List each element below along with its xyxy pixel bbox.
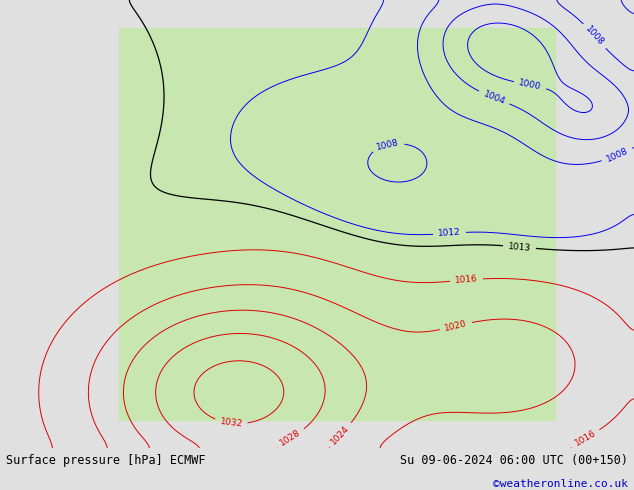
Text: Su 09-06-2024 06:00 UTC (00+150): Su 09-06-2024 06:00 UTC (00+150) [399,454,628,467]
Text: 1016: 1016 [455,274,478,285]
Text: 1024: 1024 [329,423,351,446]
Text: ©weatheronline.co.uk: ©weatheronline.co.uk [493,479,628,489]
Text: 1032: 1032 [219,417,243,429]
Text: 1028: 1028 [278,428,302,448]
Text: 1004: 1004 [482,89,507,106]
Text: 1020: 1020 [444,319,468,333]
Text: Surface pressure [hPa] ECMWF: Surface pressure [hPa] ECMWF [6,454,206,467]
Text: 1008: 1008 [605,146,630,164]
Text: 1000: 1000 [518,78,542,92]
Text: 1008: 1008 [376,138,400,152]
Text: 1016: 1016 [573,429,597,448]
Text: 1012: 1012 [438,228,461,239]
Text: 1008: 1008 [584,24,605,48]
Text: 1013: 1013 [508,242,531,252]
